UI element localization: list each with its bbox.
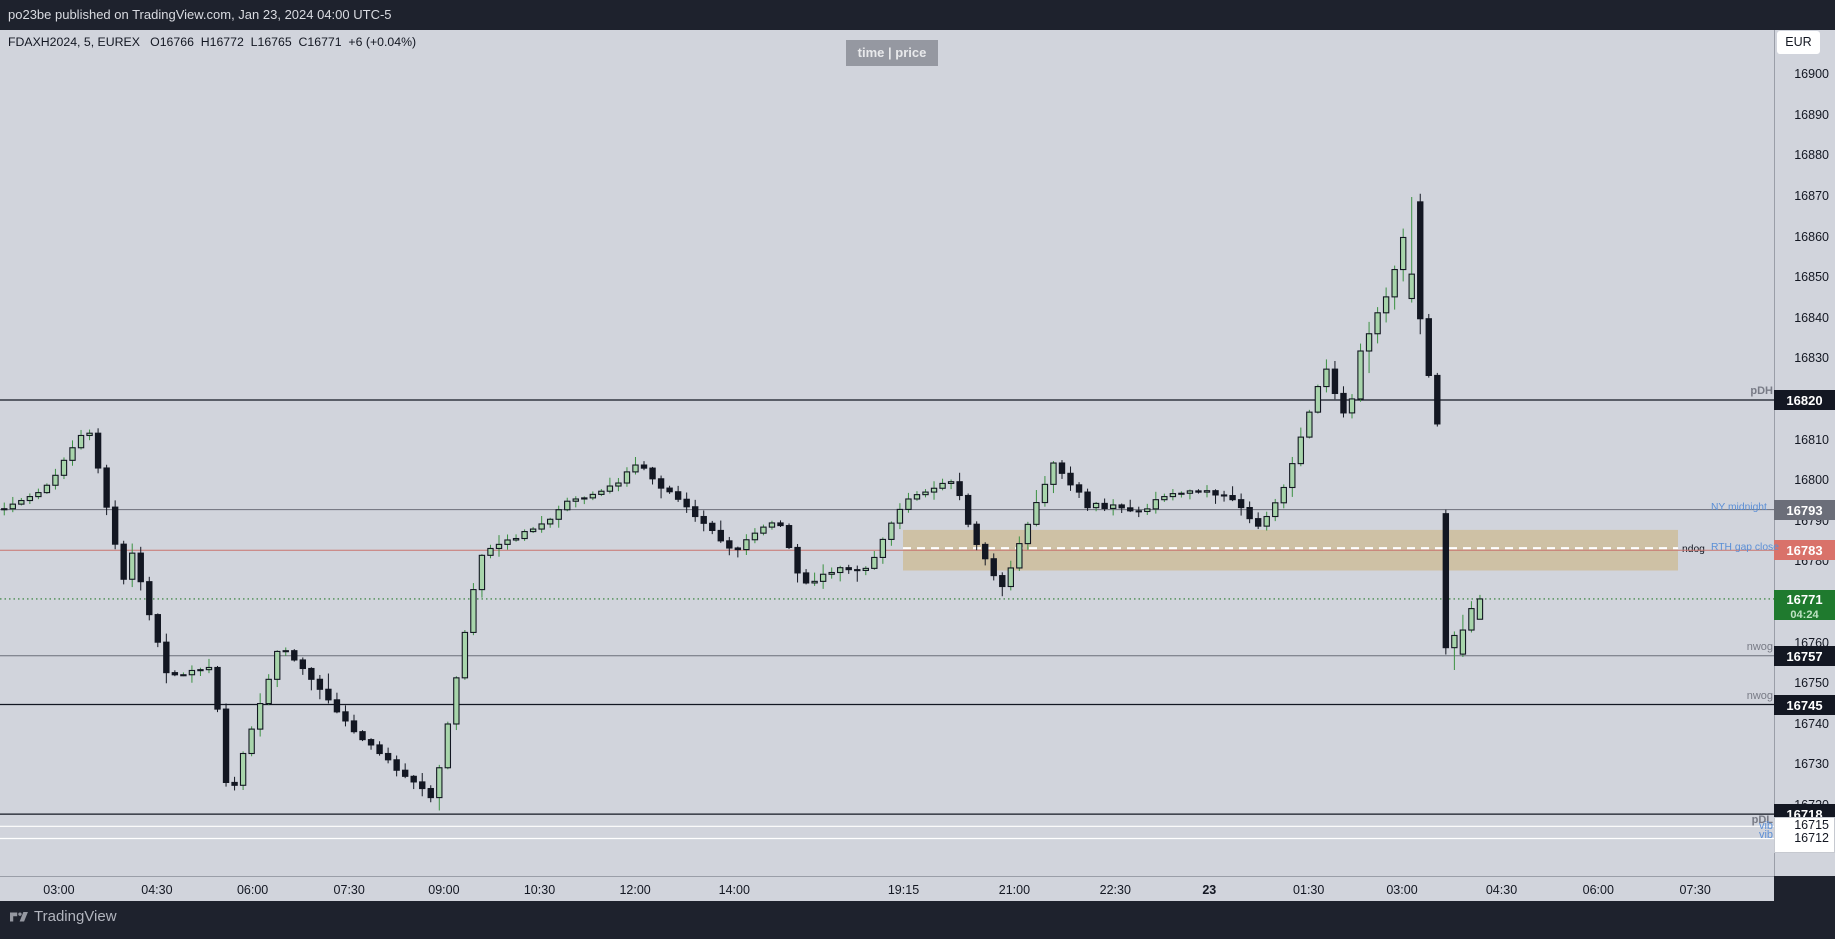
svg-text:ndog: ndog [1682,544,1705,555]
